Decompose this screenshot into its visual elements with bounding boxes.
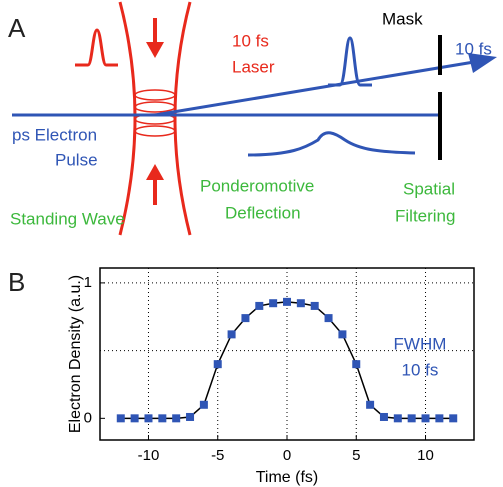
data-point [144, 414, 153, 423]
data-point [393, 414, 402, 423]
label: Mask [382, 9, 423, 28]
standing-wave [134, 89, 176, 137]
data-point [449, 414, 458, 423]
x-tick-label: 0 [283, 447, 291, 464]
label: Pulse [55, 150, 98, 169]
x-tick-label: -5 [211, 447, 224, 464]
x-tick-label: 5 [352, 447, 360, 464]
data-point [352, 360, 361, 369]
x-axis-title: Time (fs) [256, 469, 319, 486]
arrow-head [468, 53, 497, 73]
data-point [227, 330, 236, 339]
arrow-head [146, 42, 164, 58]
data-point [421, 414, 430, 423]
laser-pulse [75, 28, 118, 67]
label: Filtering [395, 206, 455, 225]
data-point [296, 299, 305, 308]
data-point [172, 414, 181, 423]
annotation: 10 fs [402, 360, 439, 379]
data-point [130, 414, 139, 423]
label: Standing Wave [10, 209, 125, 228]
data-point [255, 301, 264, 310]
data-point [241, 314, 250, 323]
label: Spatial [403, 179, 455, 198]
label: 10 fs [232, 31, 269, 50]
data-point [158, 414, 167, 423]
diagram: A 10 fs Laser Mask 10 fs ps Electron Pul… [8, 1, 497, 236]
data-point [407, 414, 416, 423]
data-point [324, 314, 333, 323]
label: Ponderomotive [200, 176, 314, 195]
x-tick-label: 10 [417, 447, 434, 464]
data-point [366, 400, 375, 409]
data-point [310, 301, 319, 310]
label: Laser [232, 57, 275, 76]
data-point [116, 414, 125, 423]
data-point [213, 360, 222, 369]
data-point [435, 414, 444, 423]
data-point [186, 412, 195, 421]
panel-label: A [8, 13, 26, 43]
annotation: FWHM [394, 334, 447, 353]
short-pulse [328, 36, 372, 87]
broad-pulse [247, 131, 416, 157]
x-tick-label: -10 [138, 447, 160, 464]
data-point [199, 400, 208, 409]
data-point [338, 330, 347, 339]
arrow-head [146, 164, 164, 180]
label: 10 fs [455, 39, 492, 58]
data-point [269, 299, 278, 308]
label: ps Electron [12, 125, 97, 144]
y-tick-label: 1 [84, 274, 92, 291]
axes-frame [99, 267, 475, 441]
data-point [283, 297, 291, 306]
label: Deflection [225, 203, 301, 222]
y-tick-label: 0 [84, 409, 92, 426]
plot: -10 -5 0 5 10 0 1 Time (fs) Electron Density (a.… [67, 267, 475, 486]
y-axis-title: Electron Density (a.u.) [67, 275, 84, 433]
panel-label: B [8, 267, 25, 297]
deflected-beam [154, 59, 481, 117]
data-point [379, 412, 388, 421]
